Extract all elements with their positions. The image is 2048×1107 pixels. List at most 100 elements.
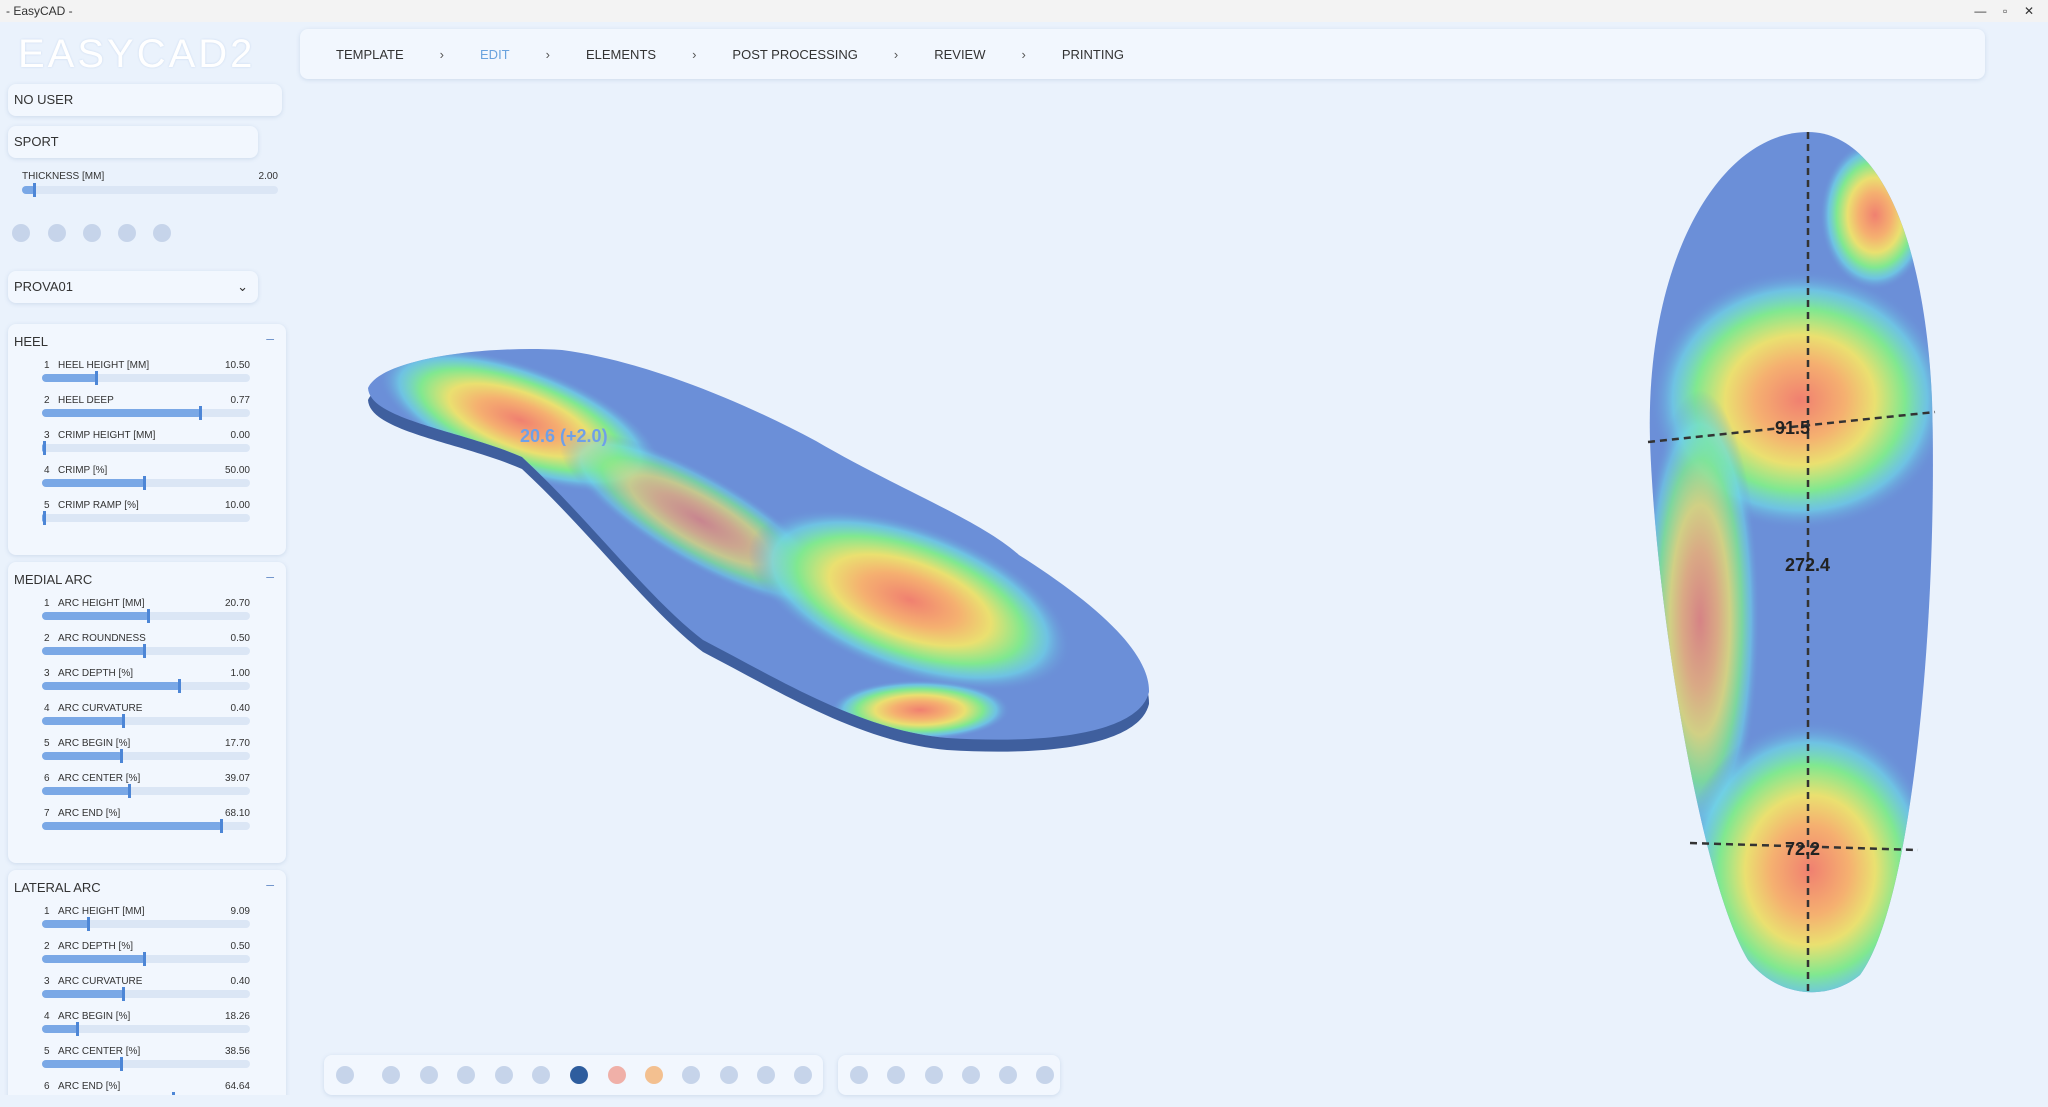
- heel-width: 72.2: [1785, 839, 1820, 859]
- project: PROVA01: [14, 279, 74, 294]
- param-value: 38.56: [224, 1046, 250, 1057]
- step[interactable]: POST PROCESSING: [732, 46, 858, 62]
- param-slider[interactable]: [42, 609, 250, 623]
- param-slider[interactable]: [42, 441, 250, 455]
- slider-fill: [42, 784, 132, 798]
- param-label: ARC DEPTH [%]: [58, 668, 134, 679]
- workflow-steps: TEMPLATE › EDIT › ELEMENTS › POST PROCESSING › R…: [300, 29, 1985, 79]
- collapse[interactable]: –: [266, 876, 274, 892]
- collapse[interactable]: –: [266, 330, 274, 346]
- param-label: CRIMP [%]: [58, 465, 108, 476]
- param-slider[interactable]: [42, 714, 250, 728]
- param-slider[interactable]: [42, 406, 250, 420]
- param-label: ARC CENTER [%]: [58, 1046, 141, 1057]
- step[interactable]: EDIT: [480, 46, 510, 62]
- thickness-slider[interactable]: [22, 183, 278, 197]
- param-label: ARC CURVATURE: [58, 976, 143, 987]
- step[interactable]: ELEMENTS: [585, 46, 657, 62]
- param-label: ARC CENTER [%]: [58, 773, 141, 784]
- param-index: 1: [44, 906, 50, 917]
- param-slider[interactable]: [42, 511, 250, 525]
- param-index: 4: [44, 465, 50, 476]
- param-index: 5: [44, 500, 50, 511]
- step[interactable]: TEMPLATE: [336, 46, 404, 62]
- param-value: 9.09: [230, 906, 250, 917]
- slider-fill: [42, 476, 146, 490]
- param-slider[interactable]: [42, 987, 250, 1001]
- param-label: ARC END [%]: [58, 1081, 121, 1092]
- param-index: 4: [44, 703, 50, 714]
- profile: SPORT: [14, 134, 59, 149]
- user: NO USER: [14, 92, 74, 107]
- section-panel: LATERAL ARC – 1 ARC HEIGHT [MM] 9.09 2 ARC DEP…: [8, 870, 286, 1095]
- param-index: 2: [44, 941, 50, 952]
- thickness-label: THICKNESS [MM]: [22, 171, 105, 182]
- param-slider[interactable]: [42, 749, 250, 763]
- param-slider[interactable]: [42, 476, 250, 490]
- action-icons[interactable]: [12, 224, 172, 244]
- project-select[interactable]: PROVA01 ⌄: [8, 271, 258, 303]
- param-slider[interactable]: [42, 819, 250, 833]
- param-slider[interactable]: [42, 917, 250, 931]
- param-value: 64.64: [224, 1081, 250, 1092]
- param-index: 5: [44, 1046, 50, 1057]
- step-separator: ›: [692, 46, 697, 62]
- view-toolbar[interactable]: [324, 1055, 823, 1095]
- param-value: 68.10: [224, 808, 250, 819]
- slider-fill: [42, 644, 146, 658]
- param-value: 18.26: [224, 1011, 250, 1022]
- section-title: MEDIAL ARC: [14, 572, 93, 587]
- param-label: ARC ROUNDNESS: [58, 633, 146, 644]
- user-box[interactable]: NO USER: [8, 84, 282, 116]
- step[interactable]: REVIEW: [934, 46, 986, 62]
- param-label: ARC END [%]: [58, 808, 121, 819]
- step-separator: ›: [439, 46, 445, 62]
- param-value: 0.40: [230, 976, 250, 987]
- param-label: CRIMP RAMP [%]: [58, 500, 139, 511]
- section-title: HEEL: [14, 334, 48, 349]
- window-title: - EasyCAD -: [6, 4, 73, 18]
- param-label: CRIMP HEIGHT [MM]: [58, 430, 156, 441]
- file-toolbar[interactable]: [838, 1055, 1060, 1095]
- param-slider[interactable]: [42, 1022, 250, 1036]
- param-label: ARC CURVATURE: [58, 703, 143, 714]
- param-value: 0.50: [230, 633, 250, 644]
- slider-fill: [42, 917, 90, 931]
- collapse[interactable]: –: [266, 568, 274, 584]
- param-value: 0.50: [230, 941, 250, 952]
- slider-fill: [42, 749, 124, 763]
- profile-box[interactable]: SPORT: [8, 126, 258, 158]
- slider-fill: [42, 1057, 124, 1071]
- slider-fill: [42, 679, 182, 693]
- param-slider[interactable]: [42, 784, 250, 798]
- window-controls[interactable]: — ▫ ✕: [1974, 4, 2034, 18]
- param-slider[interactable]: [42, 644, 250, 658]
- param-index: 5: [44, 738, 50, 749]
- param-value: 17.70: [224, 738, 250, 749]
- param-slider[interactable]: [42, 371, 250, 385]
- slider-fill: [42, 511, 46, 525]
- slider-fill: [42, 609, 151, 623]
- thickness-value: 2.00: [258, 171, 278, 182]
- param-slider[interactable]: [42, 1057, 250, 1071]
- param-index: 6: [44, 1081, 50, 1092]
- param-index: 1: [44, 360, 50, 371]
- param-value: 50.00: [224, 465, 250, 476]
- forefoot-width: 91.5: [1775, 418, 1810, 438]
- param-index: 4: [44, 1011, 50, 1022]
- param-label: ARC BEGIN [%]: [58, 738, 131, 749]
- slider-fill: [42, 952, 146, 966]
- param-value: 0.77: [230, 395, 250, 406]
- slider-fill: [42, 441, 46, 455]
- step[interactable]: PRINTING: [1061, 46, 1124, 62]
- param-value: 10.50: [224, 360, 250, 371]
- step-separator: ›: [545, 46, 550, 62]
- param-slider[interactable]: [42, 952, 250, 966]
- left-panel: EASYCAD2 NO USER SPORT THICKNESS [MM] 2.…: [0, 0, 295, 1095]
- side-insole[interactable]: [360, 317, 1160, 752]
- slider-fill: [42, 714, 126, 728]
- param-slider[interactable]: [42, 679, 250, 693]
- param-label: ARC HEIGHT [MM]: [58, 906, 145, 917]
